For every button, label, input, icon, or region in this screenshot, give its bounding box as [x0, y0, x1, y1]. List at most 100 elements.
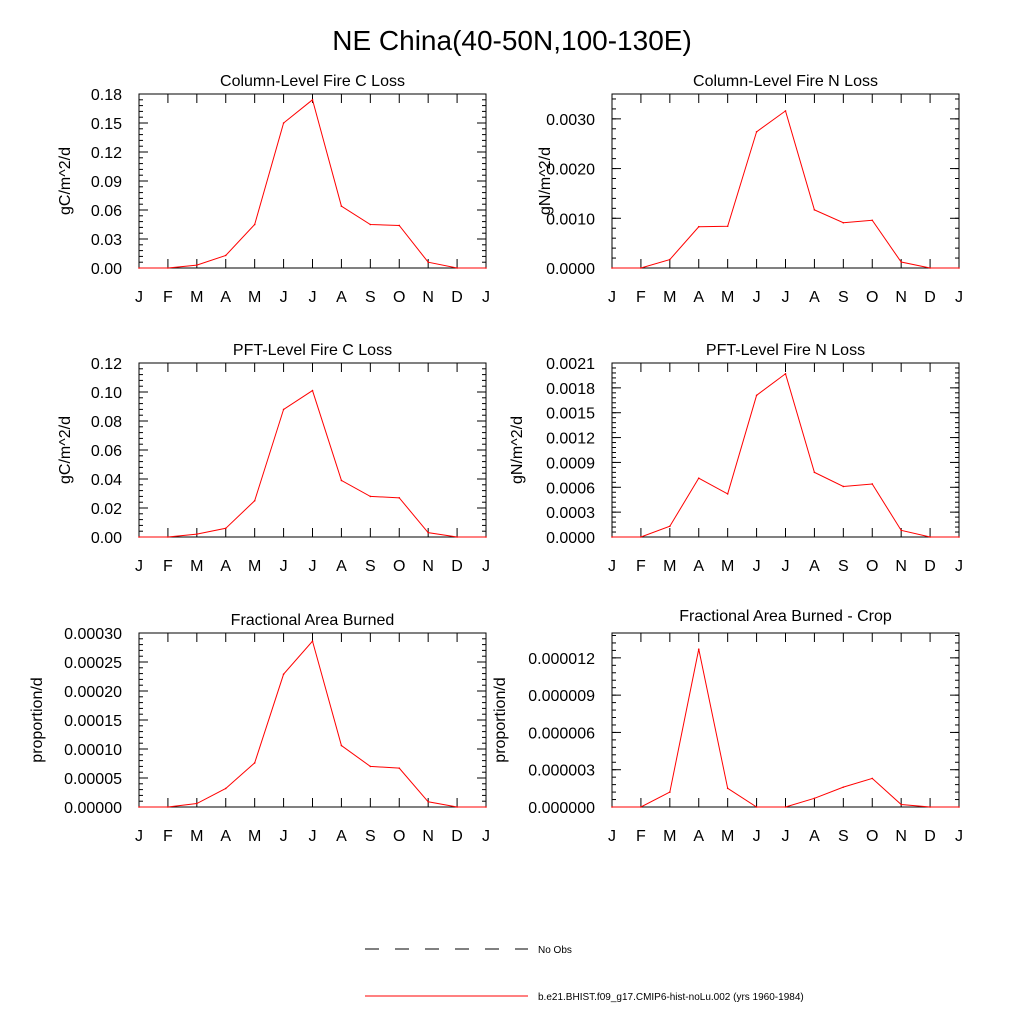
- y-tick-label: 0.0020: [546, 162, 595, 179]
- x-tick-label: A: [220, 289, 231, 306]
- x-tick-label: S: [365, 289, 376, 306]
- x-tick-label: J: [280, 828, 288, 845]
- chart-title: Column-Level Fire C Loss: [220, 73, 405, 90]
- data-point: [282, 122, 285, 124]
- data-point: [900, 261, 902, 263]
- data-point: [253, 499, 256, 502]
- x-tick-label: J: [782, 289, 790, 306]
- x-tick-label: D: [451, 289, 463, 306]
- y-tick-label: 0.00025: [64, 655, 122, 672]
- data-point: [282, 408, 285, 411]
- x-tick-label: M: [190, 289, 203, 306]
- x-tick-label: F: [163, 828, 173, 845]
- y-tick-label: 0.0003: [546, 505, 595, 522]
- y-tick-label: 0.12: [91, 356, 122, 373]
- y-tick-label: 0.06: [91, 203, 122, 220]
- x-tick-label: S: [365, 558, 376, 575]
- data-point: [813, 797, 816, 800]
- chart-title: PFT-Level Fire N Loss: [706, 342, 865, 359]
- x-tick-label: A: [336, 828, 347, 845]
- x-tick-label: F: [163, 558, 173, 575]
- x-tick-label: D: [924, 828, 936, 845]
- x-tick-label: J: [309, 289, 317, 306]
- x-tick-label: F: [636, 558, 646, 575]
- y-tick-label: 0.18: [91, 87, 122, 104]
- x-tick-label: M: [721, 289, 734, 306]
- x-tick-label: A: [809, 828, 820, 845]
- data-point: [340, 205, 343, 207]
- x-tick-label: A: [809, 289, 820, 306]
- y-tick-label: 0.0018: [546, 381, 595, 398]
- data-point: [253, 223, 256, 226]
- data-point: [282, 673, 285, 675]
- y-tick-label: 0.0000: [546, 261, 595, 278]
- y-tick-label: 0.000000: [528, 800, 595, 817]
- data-point: [640, 536, 642, 538]
- data-point: [167, 806, 169, 808]
- x-tick-label: J: [135, 828, 143, 845]
- x-tick-label: J: [280, 558, 288, 575]
- data-point: [697, 477, 700, 479]
- x-tick-label: J: [608, 289, 616, 306]
- y-tick-label: 0.00010: [64, 742, 122, 759]
- data-point: [224, 527, 227, 530]
- x-tick-label: N: [422, 828, 434, 845]
- x-tick-label: A: [693, 289, 704, 306]
- chart-title: Fractional Area Burned - Crop: [679, 608, 892, 625]
- y-tick-label: 0.0021: [546, 356, 595, 373]
- data-point: [784, 806, 787, 808]
- data-point: [398, 224, 401, 227]
- y-tick-label: 0.0000: [546, 530, 595, 547]
- data-point: [784, 110, 787, 112]
- y-tick-label: 0.00: [91, 261, 122, 278]
- x-tick-label: N: [422, 289, 434, 306]
- x-tick-label: F: [163, 289, 173, 306]
- x-tick-label: J: [309, 828, 317, 845]
- data-point: [726, 493, 729, 495]
- series-line: [612, 372, 959, 538]
- x-tick-label: A: [220, 828, 231, 845]
- data-point: [138, 536, 140, 538]
- data-point: [167, 267, 169, 269]
- series-line: [139, 640, 486, 808]
- data-point: [842, 786, 845, 788]
- x-tick-label: M: [248, 828, 261, 845]
- x-tick-label: J: [280, 289, 288, 306]
- chart-panel-6: Fractional Area Burned - Crop proportion/…: [492, 608, 963, 845]
- x-tick-label: J: [753, 828, 761, 845]
- data-point: [611, 806, 613, 808]
- data-point: [871, 777, 874, 780]
- x-tick-label: N: [422, 558, 434, 575]
- x-tick-label: M: [663, 828, 676, 845]
- x-tick-label: S: [838, 828, 849, 845]
- y-axis-label: proportion/d: [29, 677, 46, 762]
- y-axis-label: gN/m^2/d: [537, 147, 554, 215]
- x-tick-label: M: [721, 828, 734, 845]
- y-tick-label: 0.0010: [546, 211, 595, 228]
- plot-frame: [138, 632, 487, 808]
- data-point: [755, 130, 758, 133]
- series-line: [612, 649, 959, 808]
- plot-frame: [611, 632, 960, 808]
- y-axis-label: gN/m^2/d: [509, 416, 526, 484]
- x-tick-label: S: [365, 828, 376, 845]
- x-tick-label: N: [895, 828, 907, 845]
- figure-title: NE China(40-50N,100-130E): [332, 25, 692, 56]
- x-tick-label: D: [924, 289, 936, 306]
- y-tick-label: 0.00005: [64, 771, 122, 788]
- data-point: [369, 765, 372, 768]
- data-point: [369, 223, 372, 226]
- y-tick-label: 0.00015: [64, 713, 122, 730]
- x-tick-label: N: [895, 558, 907, 575]
- data-point: [697, 225, 700, 228]
- data-point: [311, 640, 314, 642]
- y-tick-label: 0.09: [91, 174, 122, 191]
- x-tick-label: J: [608, 558, 616, 575]
- x-tick-label: O: [866, 289, 878, 306]
- y-axis-label: proportion/d: [492, 677, 509, 762]
- data-point: [640, 267, 642, 269]
- y-tick-label: 0.10: [91, 385, 122, 402]
